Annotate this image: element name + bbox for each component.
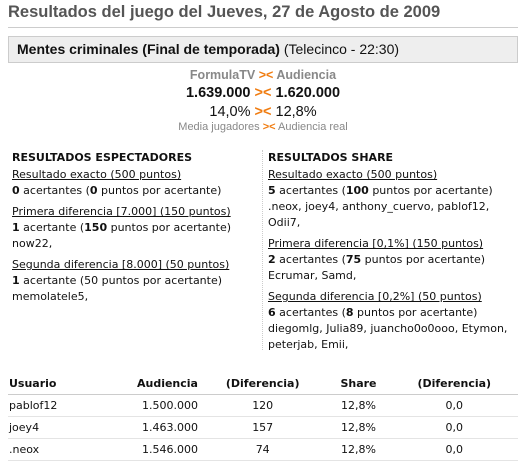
result-text: acertantes ( — [275, 253, 346, 266]
result-text: 0 — [12, 184, 20, 197]
labels-row: FormulaTV >< Audiencia — [0, 68, 526, 83]
group-result: 1 acertante (150 puntos por acertante) — [12, 220, 260, 236]
column-header: (Diferencia) — [390, 372, 518, 395]
group-title: Segunda diferencia [0,2%] (50 puntos) — [268, 290, 482, 303]
group-title: Resultado exacto (500 puntos) — [268, 168, 438, 181]
result-text: 150 — [84, 221, 108, 234]
program-name: Mentes criminales (Final de temporada) — [17, 41, 280, 57]
label: FormulaTV — [189, 68, 256, 82]
viewers: 1.620.000 — [275, 85, 341, 101]
column-divider — [262, 150, 263, 350]
share: 12,8% — [275, 104, 317, 120]
share-row: 14,0% >< 12,8% — [0, 103, 526, 121]
table-cell: 120 — [198, 394, 327, 417]
result-text: puntos por acertante) — [368, 184, 493, 197]
group-result: 5 acertantes (100 puntos por acertante) — [268, 183, 516, 199]
table-cell: 12,8% — [326, 416, 391, 439]
table-row: joey4 1.463.000 157 12,8% 0,0 — [8, 416, 518, 439]
result-group: Primera diferencia [7.000] (150 puntos) 1… — [12, 204, 260, 252]
caption: Audiencia real — [278, 121, 348, 133]
table-cell: 157 — [198, 416, 327, 439]
result-text: acertantes ( — [275, 306, 346, 319]
table-cell: pablof12 — [8, 394, 93, 417]
captions-row: Media jugadores >< Audiencia real — [0, 121, 526, 134]
group-title: Primera diferencia [0,1%] (150 puntos) — [268, 237, 484, 250]
group-result: 6 acertantes (8 puntos por acertante) — [268, 305, 516, 321]
group-title: Segunda diferencia [8.000] (50 puntos) — [12, 258, 230, 271]
result-text: puntos por acertante) — [353, 306, 478, 319]
column-header: Share — [326, 372, 391, 395]
result-text: acertantes ( — [275, 184, 346, 197]
separator: >< — [254, 85, 272, 101]
table-row: pablof12 1.500.000 120 12,8% 0,0 — [8, 394, 518, 417]
table-cell: 1.463.000 — [92, 416, 199, 439]
table-cell: joey4 — [8, 416, 93, 439]
table-cell: 74 — [198, 438, 327, 461]
winner-names: diegomlg, Julia89, juancho0o0ooo, Etymon… — [268, 322, 508, 351]
results-column: RESULTADOS SHARE Resultado exacto (500 pu… — [268, 150, 516, 358]
results-column: RESULTADOS ESPECTADORES Resultado exacto … — [12, 150, 260, 310]
group-title: Resultado exacto (500 puntos) — [12, 168, 182, 181]
table-cell: 0,0 — [390, 416, 518, 439]
caption: Media jugadores — [178, 121, 260, 133]
group-result: 0 acertantes (0 puntos por acertante) — [12, 183, 260, 199]
result-text: 6 — [268, 306, 276, 319]
result-group: Primera diferencia [0,1%] (150 puntos) 2 … — [268, 236, 516, 284]
column-header: Audiencia — [92, 372, 199, 395]
summary: FormulaTV >< Audiencia 1.639.000 >< 1.62… — [0, 68, 526, 134]
viewers: 1.639.000 — [185, 85, 251, 101]
group-title: Primera diferencia [7.000] (150 puntos) — [12, 205, 231, 218]
table-cell: 12,8% — [326, 438, 391, 461]
viewers-row: 1.639.000 >< 1.620.000 — [0, 83, 526, 103]
winner-names: now22, — [12, 237, 53, 250]
program-info: (Telecinco - 22:30) — [283, 41, 400, 57]
result-text: 2 — [268, 253, 276, 266]
result-group: Resultado exacto (500 puntos) 0 acertante… — [12, 167, 260, 199]
program-bar: Mentes criminales (Final de temporada) (… — [8, 36, 518, 63]
separator: >< — [258, 68, 274, 82]
winner-names: .neox, joey4, anthony_cuervo, pablof12, … — [268, 200, 490, 229]
separator: >< — [262, 121, 276, 133]
column-header: Usuario — [8, 372, 93, 395]
header-row: Usuario Audiencia (Diferencia) Share (Difere… — [8, 372, 518, 395]
result-text: 100 — [345, 184, 369, 197]
result-text: 1 — [12, 221, 20, 234]
page-title: Resultados del juego del Jueves, 27 de A… — [8, 3, 518, 28]
result-text: acertante (50 puntos por acertante) — [19, 274, 223, 287]
group-result: 2 acertantes (75 puntos por acertante) — [268, 252, 516, 268]
results-table: Usuario Audiencia (Diferencia) Share (Difere… — [8, 372, 518, 461]
table-cell: 0,0 — [390, 394, 518, 417]
result-text: puntos por acertante) — [361, 253, 486, 266]
result-text: 8 — [345, 306, 354, 319]
result-group: Segunda diferencia [0,2%] (50 puntos) 6 a… — [268, 289, 516, 353]
result-text: 0 — [89, 184, 98, 197]
column-header: (Diferencia) — [198, 372, 327, 395]
result-group: Segunda diferencia [8.000] (50 puntos) 1 … — [12, 257, 260, 305]
result-text: 1 — [12, 274, 20, 287]
result-group: Resultado exacto (500 puntos) 5 acertante… — [268, 167, 516, 231]
table-cell: 0,0 — [390, 438, 518, 461]
table-cell: .neox — [8, 438, 93, 461]
column-heading: RESULTADOS SHARE — [268, 151, 394, 164]
share: 14,0% — [209, 104, 251, 120]
result-text: 75 — [345, 253, 362, 266]
table-cell: 1.546.000 — [92, 438, 199, 461]
winner-names: Ecrumar, Samd, — [268, 269, 357, 282]
result-text: puntos por acertante) — [107, 221, 232, 234]
table-cell: 12,8% — [326, 394, 391, 417]
table-row: .neox 1.546.000 74 12,8% 0,0 — [8, 438, 518, 461]
label: Audiencia — [276, 68, 337, 82]
column-heading: RESULTADOS ESPECTADORES — [12, 151, 193, 164]
result-text: puntos por acertante) — [97, 184, 222, 197]
group-result: 1 acertante (50 puntos por acertante) — [12, 273, 260, 289]
result-text: acertante ( — [19, 221, 85, 234]
table-cell: 1.500.000 — [92, 394, 199, 417]
winner-names: memolatele5, — [12, 290, 89, 303]
separator: >< — [254, 104, 272, 120]
result-text: 5 — [268, 184, 276, 197]
result-text: acertantes ( — [19, 184, 90, 197]
